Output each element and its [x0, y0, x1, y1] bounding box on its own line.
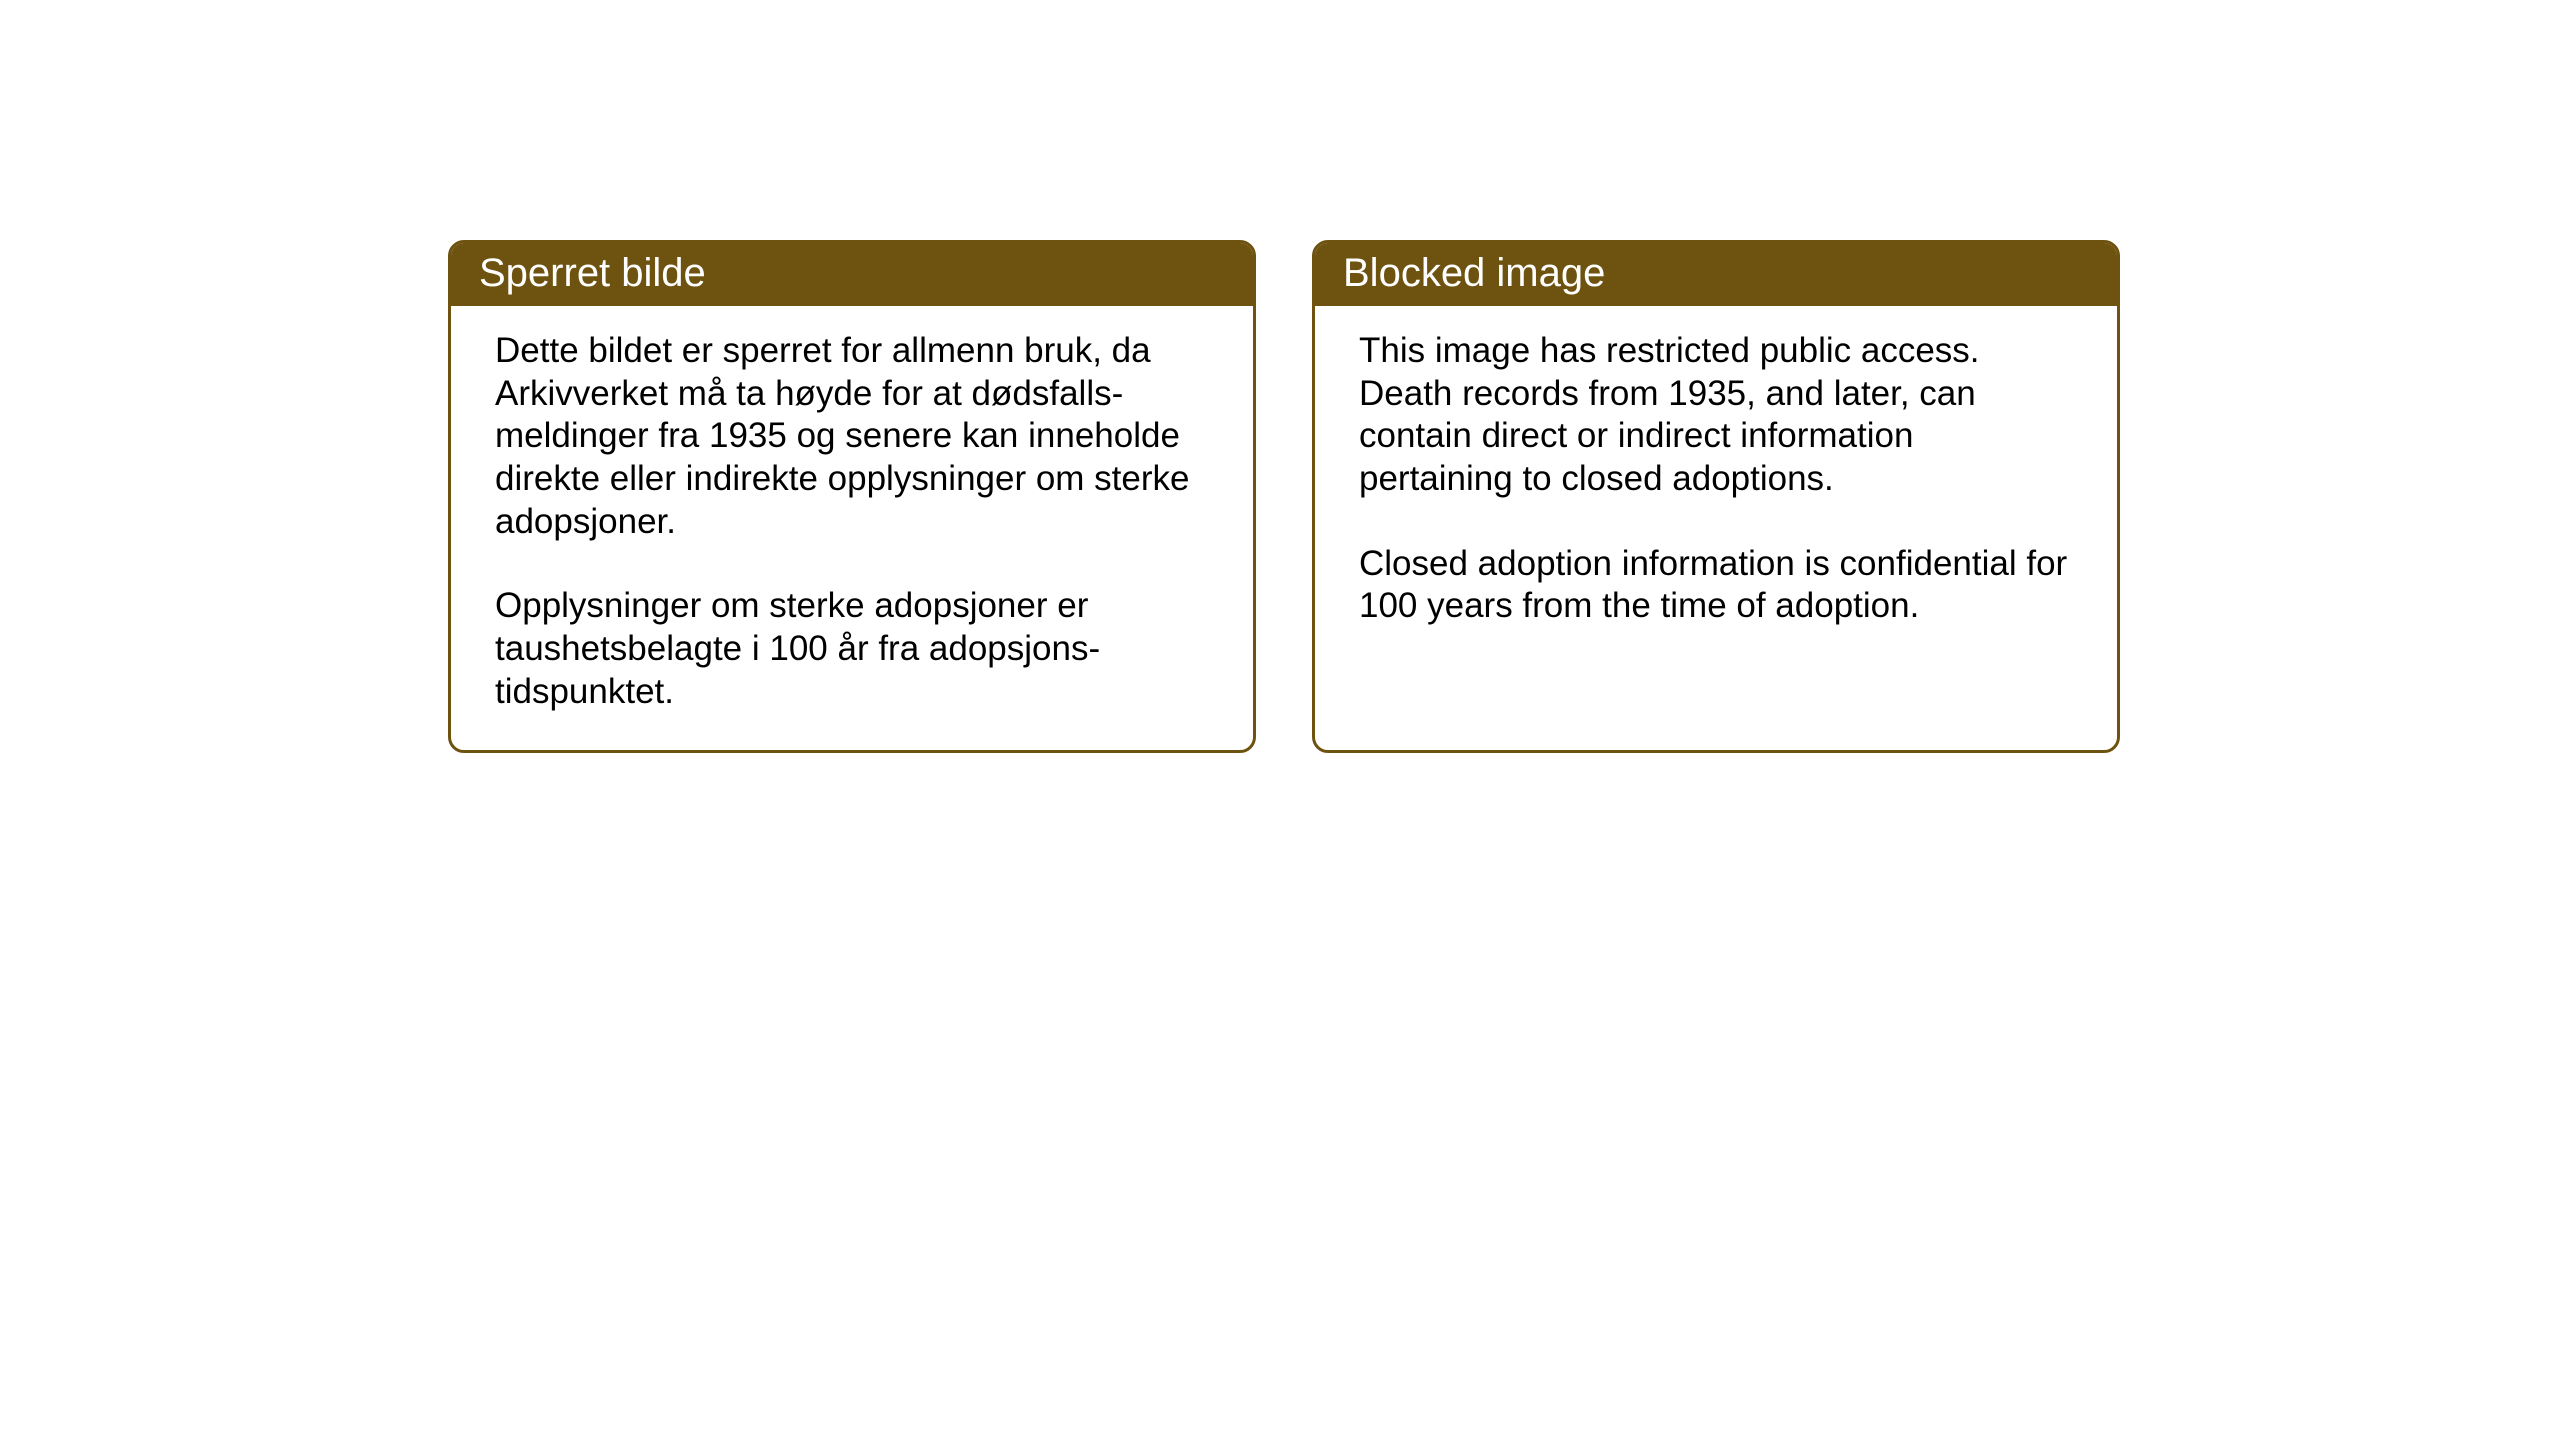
notice-container: Sperret bilde Dette bildet er sperret fo…	[448, 240, 2120, 753]
notice-title-english: Blocked image	[1343, 251, 1605, 295]
notice-paragraph-1-english: This image has restricted public access.…	[1359, 330, 2073, 501]
notice-card-norwegian: Sperret bilde Dette bildet er sperret fo…	[448, 240, 1256, 753]
notice-header-english: Blocked image	[1315, 243, 2117, 306]
notice-header-norwegian: Sperret bilde	[451, 243, 1253, 306]
notice-body-norwegian: Dette bildet er sperret for allmenn bruk…	[451, 306, 1253, 750]
notice-body-english: This image has restricted public access.…	[1315, 306, 2117, 742]
notice-title-norwegian: Sperret bilde	[479, 251, 706, 295]
notice-paragraph-1-norwegian: Dette bildet er sperret for allmenn bruk…	[495, 330, 1209, 543]
notice-card-english: Blocked image This image has restricted …	[1312, 240, 2120, 753]
notice-paragraph-2-english: Closed adoption information is confident…	[1359, 543, 2073, 628]
notice-paragraph-2-norwegian: Opplysninger om sterke adopsjoner er tau…	[495, 585, 1209, 713]
